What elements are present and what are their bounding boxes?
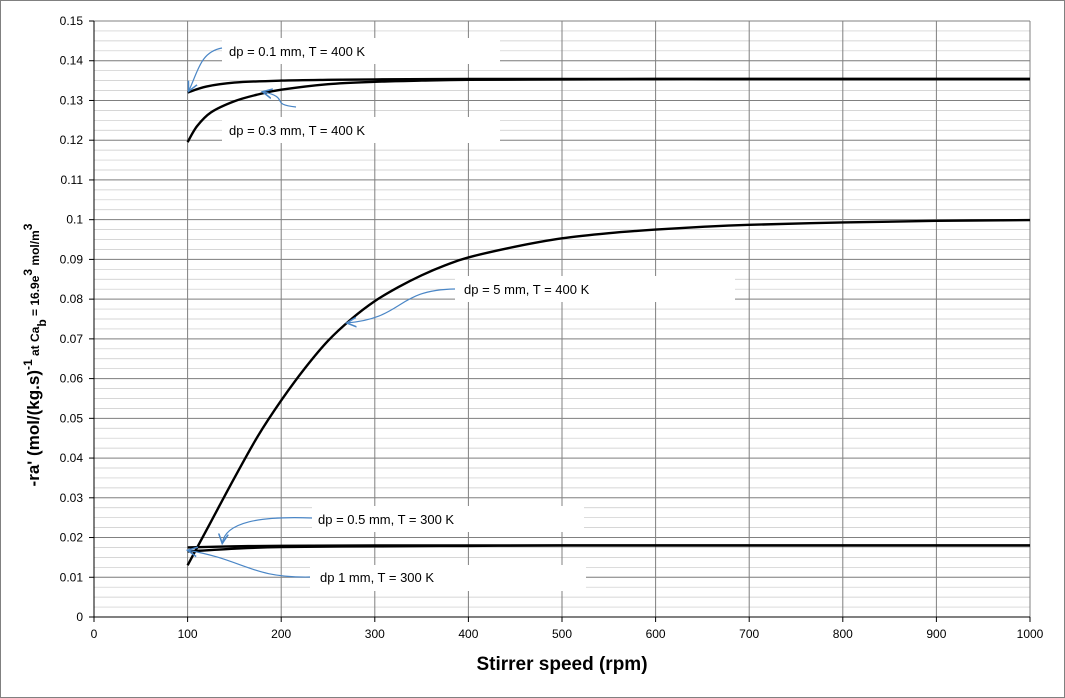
x-tick-label: 100: [178, 627, 198, 641]
axes: [89, 20, 1031, 622]
annotation-box: [222, 38, 500, 64]
y-tick-label: 0.14: [60, 54, 84, 68]
annotation-arrow: [189, 47, 223, 91]
y-tick-label: 0.07: [60, 332, 84, 346]
y-tick-label: 0.08: [60, 292, 84, 306]
annotation-arrow: [262, 92, 297, 108]
y-tick-label: 0.1: [66, 213, 83, 227]
annotation-box: [455, 276, 735, 302]
y-axis-title-sup: 3: [21, 269, 35, 276]
y-tick-label: 0.15: [60, 14, 84, 28]
x-tick-label: 0: [91, 627, 98, 641]
y-tick-label: 0.05: [60, 411, 84, 425]
annotation-box: [310, 565, 586, 591]
y-tick-label: 0.06: [60, 372, 84, 386]
annotation-label: dp 1 mm, T = 300 K: [320, 570, 434, 585]
annotation-label: dp = 5 mm, T = 400 K: [464, 282, 590, 297]
y-tick-label: 0: [76, 610, 83, 624]
x-tick-label: 500: [552, 627, 572, 641]
x-tick-label: 600: [646, 627, 666, 641]
annotation-arrow: [222, 517, 313, 544]
annotation-label: dp = 0.1 mm, T = 400 K: [229, 44, 365, 59]
y-axis-title: -ra' (mol/(kg.s)-1 at Cab = 16.9e3 mol/m…: [21, 223, 49, 486]
annotation-box: [222, 117, 500, 143]
x-tick-label: 700: [739, 627, 759, 641]
y-axis-title-main: -ra' (mol/(kg.s): [24, 370, 43, 486]
series-line-2: [186, 77, 1030, 143]
x-axis-title: Stirrer speed (rpm): [476, 654, 647, 675]
x-tick-label: 900: [926, 627, 946, 641]
x-tick-label: 400: [458, 627, 478, 641]
y-tick-label: 0.13: [60, 93, 84, 107]
y-tick-label: 0.11: [61, 173, 84, 187]
tick-labels: 0 0.01 0.02 0.03 0.04 0.05 0.06 0.07 0.08 0.09 0.1…: [60, 14, 1044, 641]
y-tick-label: 0.09: [60, 252, 84, 266]
series-line-3: [186, 218, 1031, 566]
y-tick-label: 0.12: [60, 133, 84, 147]
annotation-arrow: [347, 288, 456, 323]
y-axis-title-sub: b: [35, 319, 49, 326]
y-axis-title-at: at Ca: [28, 326, 42, 359]
annotations-layer: dp = 0.1 mm, T = 400 K dp = 0.3 mm, T = 4…: [188, 38, 735, 591]
y-axis-title-unit: mol/m: [28, 230, 42, 269]
x-tick-label: 200: [271, 627, 291, 641]
y-axis-title-unit-sup: 3: [21, 223, 35, 230]
annotation-box: [312, 506, 584, 532]
x-tick-label: 800: [833, 627, 853, 641]
y-tick-label: 0.01: [60, 570, 84, 584]
y-axis-title-exp: -1: [21, 359, 35, 370]
y-tick-label: 0.02: [60, 531, 84, 545]
y-axis-title-eq: = 16.9e: [28, 275, 42, 319]
series-line-5: [187, 544, 1030, 553]
x-tick-label: 300: [365, 627, 385, 641]
y-tick-label: 0.03: [60, 491, 84, 505]
x-tick-label: 1000: [1017, 627, 1044, 641]
annotation-label: dp = 0.5 mm, T = 300 K: [318, 512, 454, 527]
annotation-label: dp = 0.3 mm, T = 400 K: [229, 123, 365, 138]
y-tick-label: 0.04: [60, 451, 84, 465]
annotation-arrow: [188, 550, 311, 578]
series-layer: [186, 77, 1031, 566]
